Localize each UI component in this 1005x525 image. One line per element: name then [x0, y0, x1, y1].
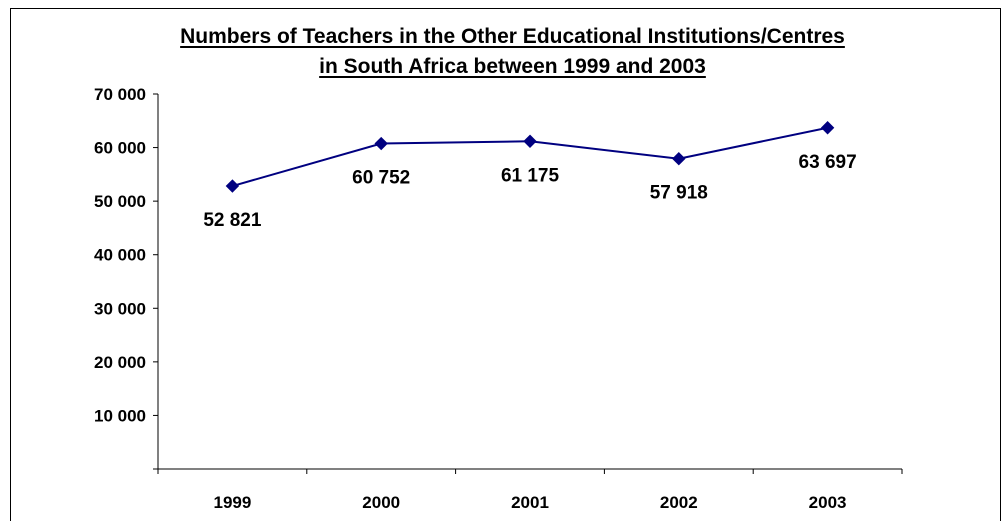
- data-label: 63 697: [799, 152, 857, 173]
- data-label: 57 918: [650, 183, 708, 204]
- data-point-marker: [820, 121, 835, 135]
- x-tick-label: 2000: [362, 493, 400, 512]
- y-tick-label: 30 000: [94, 299, 146, 318]
- chart-title-line-2: in South Africa between 1999 and 2003: [319, 55, 706, 78]
- data-point-marker: [672, 152, 686, 166]
- y-tick-label: 10 000: [94, 406, 146, 425]
- y-tick-label: 60 000: [94, 139, 146, 158]
- x-tick-label: 2003: [809, 493, 847, 512]
- y-tick-label: 70 000: [94, 85, 146, 104]
- chart-title-line-1: Numbers of Teachers in the Other Educati…: [180, 25, 845, 48]
- x-tick-label: 1999: [213, 493, 251, 512]
- x-tick-label: 2002: [660, 493, 698, 512]
- chart-title: Numbers of Teachers in the Other Educati…: [0, 22, 1005, 82]
- data-label: 61 175: [501, 165, 560, 186]
- data-point-marker: [523, 134, 537, 148]
- chart-frame: [10, 8, 1001, 521]
- data-label: 52 821: [203, 210, 262, 231]
- data-point-marker: [225, 179, 240, 193]
- y-tick-label: 40 000: [94, 246, 146, 265]
- y-tick-label: 20 000: [94, 353, 146, 372]
- y-tick-label: 50 000: [94, 192, 146, 211]
- x-tick-label: 2001: [511, 493, 549, 512]
- data-point-marker: [374, 136, 388, 151]
- data-label: 60 752: [352, 168, 410, 189]
